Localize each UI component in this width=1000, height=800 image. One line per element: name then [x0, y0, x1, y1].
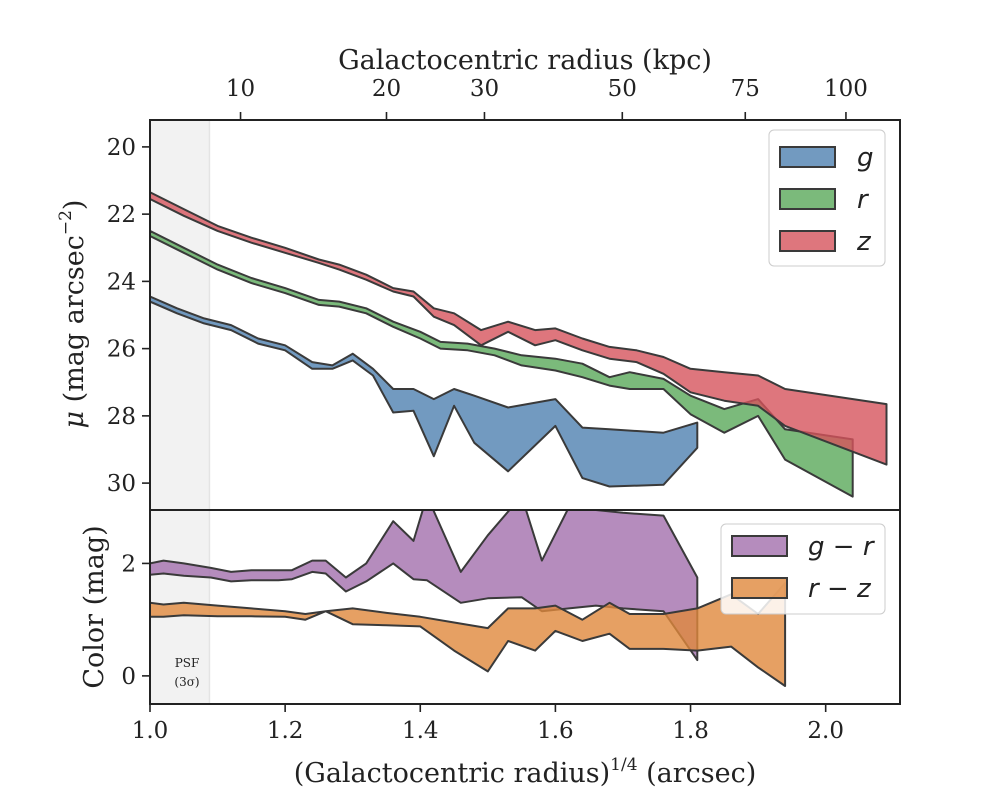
legend-swatch-gr	[731, 535, 788, 557]
x-tick-label-1.8: 1.8	[672, 718, 709, 744]
x-tick-label-1.4: 1.4	[402, 718, 439, 744]
axis-ticks: 20 22 24 26 28 30 10 20 30 50 75 100 0 2 1.0 1.2 1.4 1.6 1…	[107, 76, 868, 744]
top-panel-bands	[150, 191, 888, 498]
y-tick-label-20: 20	[107, 135, 136, 161]
y-tick-label-22: 22	[107, 202, 136, 228]
x-tick-label-1.0: 1.0	[132, 718, 169, 744]
legend-swatch-z	[779, 230, 836, 252]
x-tick-label-1.2: 1.2	[267, 718, 304, 744]
bottom-y-axis-label: Color (mag)	[79, 525, 110, 688]
band-gr	[150, 510, 699, 662]
top-tick-label-30: 30	[470, 76, 499, 102]
legend-label-g: g	[857, 143, 874, 173]
legend-label-z: z	[856, 227, 872, 257]
legend-swatch-rz	[731, 577, 788, 599]
x-tick-label-2.0: 2.0	[807, 718, 844, 744]
color-tick-label-2: 2	[121, 551, 136, 577]
x-axis-label: (Galactocentric radius)1/4 (arcsec)	[294, 755, 757, 789]
top-tick-label-20: 20	[372, 76, 401, 102]
x-tick-label-1.6: 1.6	[537, 718, 574, 744]
y-tick-label-26: 26	[107, 337, 136, 363]
top-tick-label-75: 75	[731, 76, 760, 102]
top-tick-label-100: 100	[824, 76, 868, 102]
band-z	[150, 191, 888, 466]
band-g	[150, 295, 699, 488]
y-tick-label-28: 28	[107, 404, 136, 430]
top-x-axis-label: Galactocentric radius (kpc)	[338, 45, 712, 76]
band-r	[150, 229, 854, 498]
y-tick-label-30: 30	[107, 471, 136, 497]
psf-label-line1: PSF	[175, 656, 200, 670]
color-tick-label-0: 0	[121, 664, 136, 690]
top-tick-label-50: 50	[608, 76, 637, 102]
legend-label-rz: r − z	[808, 574, 872, 604]
legend-swatch-g	[779, 146, 836, 168]
legend-top: grz	[768, 129, 886, 267]
bottom-panel-bands	[150, 510, 787, 687]
legend-swatch-r	[779, 188, 836, 210]
top-tick-label-10: 10	[226, 76, 255, 102]
bottom-panel-frame	[149, 509, 901, 705]
band-rz	[150, 582, 787, 687]
y-tick-label-24: 24	[107, 269, 136, 295]
psf-label-line2: (3σ)	[174, 675, 199, 689]
legend-label-r: r	[857, 185, 870, 215]
legend-label-gr: g − r	[808, 532, 876, 562]
legend-bottom: g − r r − z	[720, 523, 886, 615]
top-y-axis-label: μ (mag arcsec−2)	[56, 200, 90, 429]
